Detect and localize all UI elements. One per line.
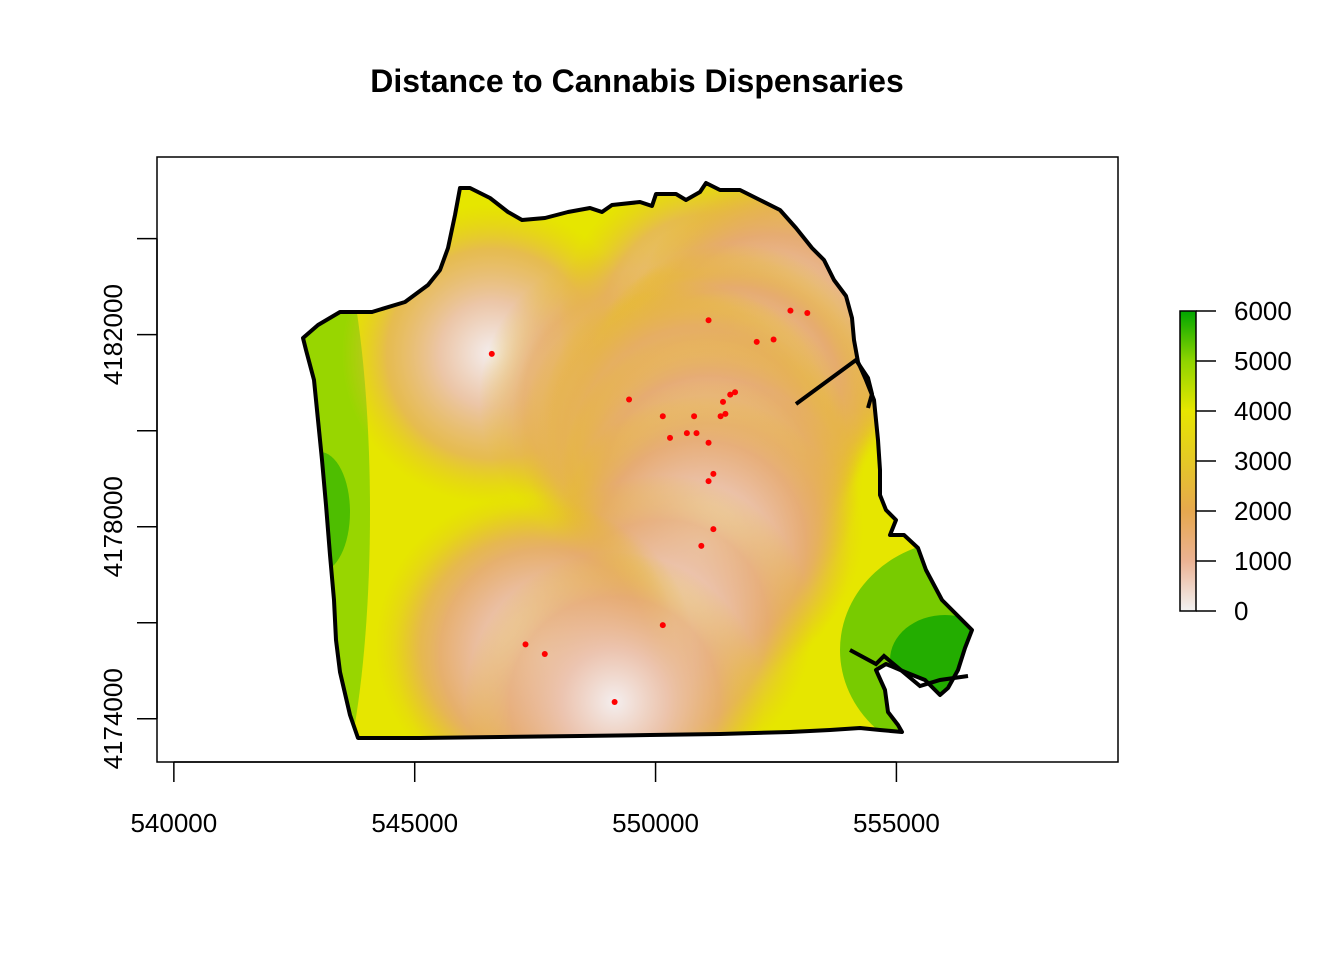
dispensary-point-11 <box>722 410 729 417</box>
legend-label-4000: 4000 <box>1234 396 1292 426</box>
y-tick-label-4182000: 4182000 <box>98 284 128 385</box>
dispensary-point-24 <box>522 641 529 648</box>
dispensary-point-25 <box>541 650 548 657</box>
legend-label-1000: 1000 <box>1234 546 1292 576</box>
dispensary-point-7 <box>770 336 777 343</box>
legend-label-5000: 5000 <box>1234 346 1292 376</box>
dispensary-point-2 <box>626 396 633 403</box>
dispensary-point-8 <box>659 413 666 420</box>
legend-label-2000: 2000 <box>1234 496 1292 526</box>
dispensary-point-22 <box>698 542 705 549</box>
y-tick-label-4174000: 4174000 <box>98 668 128 769</box>
dispensary-point-10 <box>717 413 724 420</box>
dispensary-point-6 <box>753 338 760 345</box>
dispensary-point-3 <box>705 317 712 324</box>
dispensary-points <box>488 307 811 705</box>
x-tick-label-550000: 550000 <box>612 808 699 838</box>
dispensary-point-19 <box>710 470 717 477</box>
x-tick-label-540000: 540000 <box>130 808 217 838</box>
legend-label-3000: 3000 <box>1234 446 1292 476</box>
dispensary-point-17 <box>693 430 700 437</box>
dispensary-point-21 <box>710 526 717 533</box>
x-tick-label-555000: 555000 <box>853 808 940 838</box>
island-line <box>849 648 969 689</box>
color-legend: 6000 5000 4000 3000 2000 1000 0 <box>1179 296 1292 626</box>
dispensary-point-12 <box>720 398 727 405</box>
dispensary-point-20 <box>705 478 712 485</box>
distance-raster <box>303 183 972 738</box>
legend-ticks: 6000 5000 4000 3000 2000 1000 0 <box>1196 296 1292 626</box>
dispensary-point-15 <box>667 434 674 441</box>
legend-label-6000: 6000 <box>1234 296 1292 326</box>
dispensary-point-26 <box>611 698 618 705</box>
raster-green-zone-west <box>303 192 370 738</box>
chart-title: Distance to Cannabis Dispensaries <box>370 63 904 99</box>
dispensary-point-5 <box>804 310 811 317</box>
city-boundary <box>301 181 974 740</box>
dispensary-point-13 <box>727 391 734 398</box>
dispensary-point-1 <box>488 350 495 357</box>
dispensary-point-23 <box>659 622 666 629</box>
legend-label-0: 0 <box>1234 596 1248 626</box>
x-tick-label-545000: 545000 <box>371 808 458 838</box>
raster-green-zone-west-core <box>303 452 350 572</box>
dispensary-point-16 <box>683 430 690 437</box>
dispensary-point-14 <box>732 389 739 396</box>
dispensary-point-4 <box>787 307 794 314</box>
dispensary-point-18 <box>705 439 712 446</box>
y-axis: 4174000 4178000 4182000 <box>98 237 158 769</box>
pier-line <box>794 357 875 409</box>
legend-colorbar <box>1179 310 1197 612</box>
dispensary-point-9 <box>691 413 698 420</box>
x-axis: 540000 545000 550000 555000 <box>130 761 940 838</box>
y-tick-label-4178000: 4178000 <box>98 476 128 577</box>
